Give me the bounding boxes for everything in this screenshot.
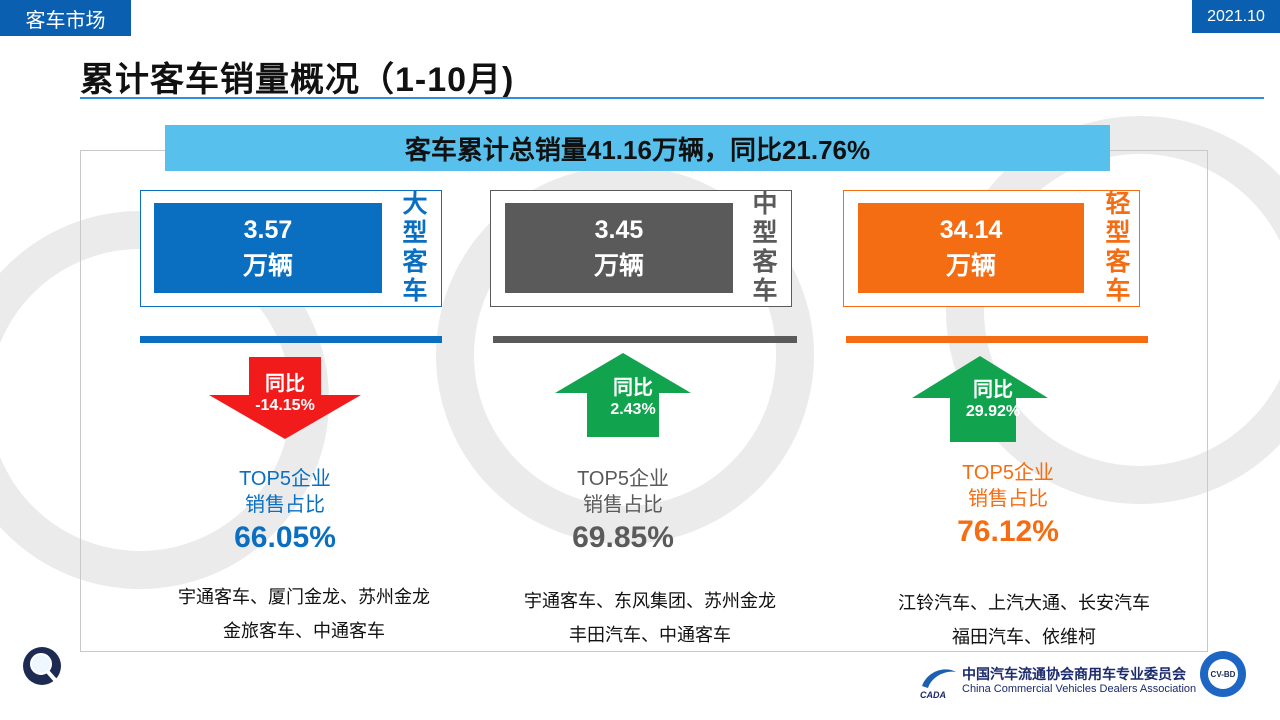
medium-bus-companies-line2: 丰田汽车、中通客车 <box>569 625 731 645</box>
medium-bus-yoy-value: 2.43% <box>610 401 656 418</box>
light-bus-companies-line1: 江铃汽车、上汽大通、长安汽车 <box>898 593 1150 613</box>
light-bus-top5-line1: TOP5企业 <box>962 462 1054 484</box>
light-bus-companies-line2: 福田汽车、依维柯 <box>952 627 1096 647</box>
light-bus-top5-line2: 销售占比 <box>968 488 1048 510</box>
date-tag: 2021.10 <box>1192 0 1280 33</box>
large-bus-bar <box>140 336 442 343</box>
summary-banner: 客车累计总销量41.16万辆，同比21.76% <box>165 125 1110 171</box>
medium-bus-top5-line2: 销售占比 <box>583 494 663 516</box>
large-bus-top5-line2: 销售占比 <box>245 494 325 516</box>
large-bus-top5-share: 66.05% <box>234 521 336 554</box>
medium-bus-up-arrow <box>555 353 691 437</box>
large-bus-value-box: 3.57 万辆 <box>154 203 382 293</box>
org-name-en: China Commercial Vehicles Dealers Associ… <box>962 683 1197 695</box>
cada-logo-text: CADA <box>920 690 946 700</box>
medium-bus-top5: TOP5企业 销售占比 69.85% <box>523 466 723 558</box>
light-bus-unit: 万辆 <box>945 252 996 280</box>
title-divider <box>80 97 1264 99</box>
medium-bus-yoy-label: 同比 <box>613 377 653 399</box>
large-bus-companies: 宇通客车、厦门金龙、苏州金龙 金旅客车、中通客车 <box>144 580 464 648</box>
section-tag: 客车市场 <box>0 0 131 36</box>
large-bus-label: 大型客车 <box>402 190 428 305</box>
down-arrow-icon <box>209 357 361 439</box>
up-arrow-icon <box>912 356 1048 442</box>
light-bus-top5: TOP5企业 销售占比 76.12% <box>908 460 1108 552</box>
light-bus-yoy: 同比 29.92% <box>933 378 1053 422</box>
large-bus-down-arrow <box>209 357 361 439</box>
large-bus-yoy-value: -14.15% <box>255 397 315 414</box>
medium-bus-companies-line1: 宇通客车、东风集团、苏州金龙 <box>524 591 776 611</box>
page-title: 累计客车销量概况（1-10月) <box>80 61 515 99</box>
medium-bus-bar <box>493 336 797 343</box>
light-bus-yoy-value: 29.92% <box>965 403 1021 420</box>
cvbd-badge-text: CV-BD <box>1211 670 1236 679</box>
large-bus-yoy: 同比 -14.15% <box>225 372 345 416</box>
medium-bus-unit: 万辆 <box>593 252 644 280</box>
light-bus-top5-share: 76.12% <box>957 515 1059 548</box>
org-name-cn: 中国汽车流通协会商用车专业委员会 <box>962 667 1186 683</box>
light-bus-companies: 江铃汽车、上汽大通、长安汽车 福田汽车、依维柯 <box>864 586 1184 654</box>
magnifier-icon[interactable] <box>22 646 66 690</box>
medium-bus-top5-share: 69.85% <box>572 521 674 554</box>
medium-bus-top5-line1: TOP5企业 <box>577 468 669 490</box>
light-bus-up-arrow <box>912 356 1048 442</box>
large-bus-unit: 万辆 <box>242 252 293 280</box>
large-bus-companies-line2: 金旅客车、中通客车 <box>223 621 385 641</box>
medium-bus-label: 中型客车 <box>752 190 778 305</box>
up-arrow-icon <box>555 353 691 437</box>
medium-bus-yoy: 同比 2.43% <box>573 376 693 420</box>
medium-bus-value-box: 3.45 万辆 <box>505 203 733 293</box>
light-bus-label: 轻型客车 <box>1105 190 1131 305</box>
large-bus-yoy-label: 同比 <box>265 373 305 395</box>
cada-logo-icon: CADA <box>920 669 956 700</box>
light-bus-yoy-label: 同比 <box>973 379 1013 401</box>
large-bus-value: 3.57 <box>243 216 293 244</box>
medium-bus-value: 3.45 <box>594 216 644 244</box>
cvbd-badge-icon: CV-BD <box>1200 651 1246 697</box>
large-bus-companies-line1: 宇通客车、厦门金龙、苏州金龙 <box>178 587 430 607</box>
large-bus-top5-line1: TOP5企业 <box>239 468 331 490</box>
light-bus-value-box: 34.14 万辆 <box>858 203 1084 293</box>
medium-bus-companies: 宇通客车、东风集团、苏州金龙 丰田汽车、中通客车 <box>490 584 810 652</box>
large-bus-top5: TOP5企业 销售占比 66.05% <box>185 466 385 558</box>
light-bus-bar <box>846 336 1148 343</box>
light-bus-value: 34.14 <box>939 216 1003 244</box>
